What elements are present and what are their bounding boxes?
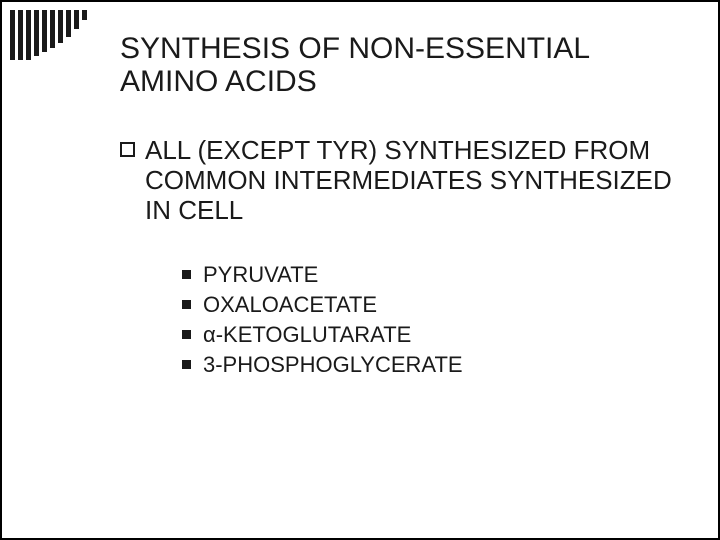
level1-list: ALL (EXCEPT TYR) SYNTHESIZED FROM COMMON…: [120, 136, 678, 226]
filled-square-bullet-icon: [182, 300, 191, 309]
hollow-square-bullet-icon: [120, 142, 135, 157]
level1-item: ALL (EXCEPT TYR) SYNTHESIZED FROM COMMON…: [120, 136, 678, 226]
level2-item-text: α-KETOGLUTARATE: [203, 322, 411, 348]
filled-square-bullet-icon: [182, 270, 191, 279]
level2-item: 3-PHOSPHOGLYCERATE: [182, 352, 678, 378]
level2-item: α-KETOGLUTARATE: [182, 322, 678, 348]
level2-item-text: PYRUVATE: [203, 262, 318, 288]
level2-item: OXALOACETATE: [182, 292, 678, 318]
corner-bars-decoration: [10, 10, 87, 60]
level2-item-text: OXALOACETATE: [203, 292, 377, 318]
level2-item-text: 3-PHOSPHOGLYCERATE: [203, 352, 463, 378]
filled-square-bullet-icon: [182, 330, 191, 339]
slide-content: SYNTHESIS OF NON-ESSENTIAL AMINO ACIDS A…: [120, 32, 678, 382]
slide-title: SYNTHESIS OF NON-ESSENTIAL AMINO ACIDS: [120, 32, 678, 98]
filled-square-bullet-icon: [182, 360, 191, 369]
level1-item-text: ALL (EXCEPT TYR) SYNTHESIZED FROM COMMON…: [145, 136, 678, 226]
level2-list: PYRUVATE OXALOACETATE α-KETOGLUTARATE 3-…: [182, 262, 678, 378]
level2-item: PYRUVATE: [182, 262, 678, 288]
slide: SYNTHESIS OF NON-ESSENTIAL AMINO ACIDS A…: [0, 0, 720, 540]
